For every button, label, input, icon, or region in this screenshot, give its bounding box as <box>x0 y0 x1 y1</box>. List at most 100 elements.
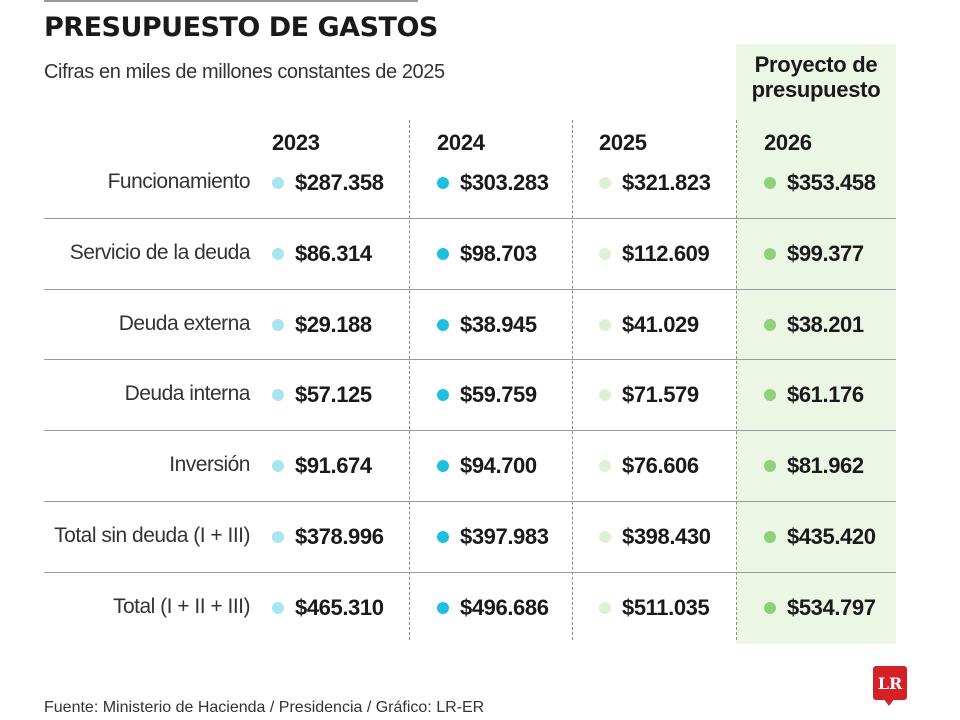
value-cell: $435.420 <box>764 523 876 551</box>
value-cell: $57.125 <box>272 381 372 409</box>
value-cell: $378.996 <box>272 523 384 551</box>
series-dot-2025 <box>599 389 611 401</box>
series-dot-2024 <box>437 177 449 189</box>
projection-label-line1: Proyecto de <box>754 52 878 77</box>
row-divider <box>44 359 896 360</box>
value-cell: $59.759 <box>437 381 537 409</box>
value-cell: $112.609 <box>599 240 710 268</box>
series-dot-2025 <box>599 602 611 614</box>
value-label: $353.458 <box>787 170 876 195</box>
value-label: $112.609 <box>622 241 710 266</box>
series-dot-2025 <box>599 319 611 331</box>
value-cell: $38.945 <box>437 311 537 339</box>
value-label: $321.823 <box>622 170 711 195</box>
series-dot-2023 <box>272 460 284 472</box>
value-label: $41.029 <box>622 312 699 337</box>
value-label: $511.035 <box>622 595 710 620</box>
row-divider <box>44 572 896 573</box>
chart-subtitle: Cifras en miles de millones constantes d… <box>44 61 445 83</box>
value-label: $76.606 <box>622 453 699 478</box>
series-dot-2024 <box>437 319 449 331</box>
value-cell: $81.962 <box>764 452 864 480</box>
year-header-2025: 2025 <box>599 130 647 155</box>
value-label: $99.377 <box>787 241 864 266</box>
series-dot-2023 <box>272 177 284 189</box>
row-divider <box>44 289 896 290</box>
value-label: $86.314 <box>295 241 372 266</box>
value-label: $496.686 <box>460 595 549 620</box>
row-label: Deuda interna <box>124 382 251 405</box>
series-dot-2026 <box>764 531 776 543</box>
chart-title: PRESUPUESTO DE GASTOS <box>44 12 438 43</box>
value-cell: $61.176 <box>764 381 864 409</box>
row-divider <box>44 430 896 431</box>
value-cell: $534.797 <box>764 594 876 622</box>
series-dot-2026 <box>764 389 776 401</box>
series-dot-2026 <box>764 319 776 331</box>
column-divider <box>736 120 737 640</box>
top-rule <box>44 0 418 2</box>
value-label: $465.310 <box>295 595 384 620</box>
value-cell: $86.314 <box>272 240 372 268</box>
series-dot-2025 <box>599 177 611 189</box>
value-label: $61.176 <box>787 382 864 407</box>
value-cell: $397.983 <box>437 523 549 551</box>
series-dot-2025 <box>599 460 611 472</box>
series-dot-2024 <box>437 531 449 543</box>
value-label: $57.125 <box>295 382 372 407</box>
value-label: $397.983 <box>460 524 549 549</box>
value-label: $398.430 <box>622 524 711 549</box>
value-cell: $465.310 <box>272 594 384 622</box>
year-header-2026: 2026 <box>764 130 812 155</box>
value-cell: $94.700 <box>437 452 537 480</box>
series-dot-2024 <box>437 460 449 472</box>
value-cell: $41.029 <box>599 311 699 339</box>
series-dot-2024 <box>437 389 449 401</box>
value-cell: $511.035 <box>599 594 710 622</box>
series-dot-2026 <box>764 248 776 260</box>
series-dot-2023 <box>272 319 284 331</box>
value-label: $534.797 <box>787 595 876 620</box>
value-label: $94.700 <box>460 453 537 478</box>
value-label: $98.703 <box>460 241 537 266</box>
value-cell: $91.674 <box>272 452 372 480</box>
value-label: $38.945 <box>460 312 537 337</box>
row-label: Total sin deuda (I + III) <box>54 524 250 547</box>
value-cell: $38.201 <box>764 311 864 339</box>
lr-logo-tail <box>883 698 895 706</box>
value-cell: $303.283 <box>437 169 549 197</box>
value-cell: $321.823 <box>599 169 711 197</box>
series-dot-2026 <box>764 460 776 472</box>
value-label: $38.201 <box>787 312 864 337</box>
lr-logo: LR <box>873 666 907 700</box>
value-cell: $287.358 <box>272 169 384 197</box>
value-label: $71.579 <box>622 382 699 407</box>
row-label: Deuda externa <box>118 312 251 335</box>
row-divider <box>44 218 896 219</box>
value-cell: $353.458 <box>764 169 876 197</box>
value-label: $287.358 <box>295 170 384 195</box>
year-header-2024: 2024 <box>437 130 485 155</box>
row-label: Funcionamiento <box>107 170 251 193</box>
series-dot-2023 <box>272 531 284 543</box>
row-label: Inversión <box>169 453 250 476</box>
series-dot-2023 <box>272 248 284 260</box>
row-label: Servicio de la deuda <box>69 241 251 264</box>
series-dot-2026 <box>764 602 776 614</box>
series-dot-2025 <box>599 248 611 260</box>
value-cell: $398.430 <box>599 523 711 551</box>
row-label: Total (I + II + III) <box>112 595 251 618</box>
value-cell: $98.703 <box>437 240 537 268</box>
value-label: $81.962 <box>787 453 864 478</box>
value-cell: $99.377 <box>764 240 864 268</box>
value-label: $435.420 <box>787 524 876 549</box>
value-label: $378.996 <box>295 524 384 549</box>
series-dot-2026 <box>764 177 776 189</box>
value-cell: $76.606 <box>599 452 699 480</box>
series-dot-2023 <box>272 602 284 614</box>
value-cell: $496.686 <box>437 594 549 622</box>
value-label: $29.188 <box>295 312 372 337</box>
column-divider <box>409 120 410 640</box>
value-cell: $71.579 <box>599 381 699 409</box>
projection-column-highlight <box>736 44 896 644</box>
